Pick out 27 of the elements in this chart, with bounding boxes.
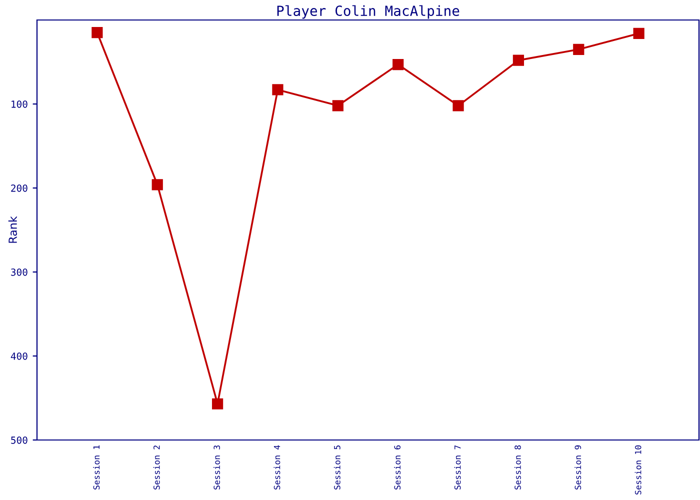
point — [332, 100, 344, 112]
x-tick-label: Session 5 — [334, 446, 340, 490]
y-tick-label: 300 — [11, 268, 28, 276]
y-axis-title: Rank — [8, 216, 17, 243]
point — [92, 27, 103, 38]
point — [152, 179, 163, 190]
y-tick-label: 200 — [11, 184, 28, 192]
point — [512, 54, 524, 66]
y-tick-label: 400 — [10, 352, 28, 360]
chart-title: Player Colin MacAlpine — [277, 5, 460, 19]
x-tick-label: Session 9 — [574, 445, 582, 490]
point — [633, 28, 644, 39]
x-tick-label: Session 2 — [153, 446, 160, 490]
point — [573, 44, 584, 55]
x-tick-label: Session 10 — [634, 445, 642, 494]
point — [272, 84, 284, 96]
point — [212, 398, 224, 410]
x-tick-label: Session 7 — [454, 445, 461, 490]
x-tick-label: Session 8 — [514, 445, 521, 490]
y-tick-label: 100 — [12, 100, 28, 108]
y-tick-label: 500 — [11, 436, 28, 444]
x-tick-label: Session 6 — [394, 445, 401, 490]
x-tick-label: Session 1 — [93, 445, 100, 490]
x-tick-label: Session 4 — [274, 445, 280, 490]
x-tick-label: Session 3 — [214, 445, 220, 490]
point — [392, 58, 404, 70]
point — [452, 100, 464, 112]
